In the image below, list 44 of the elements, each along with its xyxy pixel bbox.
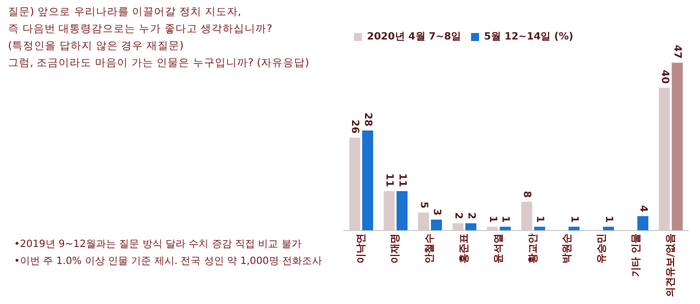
data-label: 2 — [452, 212, 464, 220]
text: 질문) 앞으로 우리나라를 이끌어갈 정치 지도자, 즉 다음번 대통령감으로는 누가 좋다고 생각하십니까? (특정인을 답하지 않은 경우 재질문) 그럼, 조금이라도 마음이 가는 인물은 누구입니까? (자유응답) — [8, 5, 310, 71]
data-label: 11 — [396, 173, 408, 188]
text: •이번 주 1.0% 이상 인물 기준 제시. 전국 성인 약 1,000명 전화조사 — [14, 255, 324, 269]
data-label: 2 — [465, 212, 476, 220]
data-label: 28 — [362, 112, 374, 127]
data-label: 47 — [672, 44, 683, 59]
legend-label: 5월 12~14일 (%) — [484, 32, 574, 43]
x-tick-label: 박원순 — [562, 233, 574, 264]
data-label: 8 — [521, 190, 532, 198]
bar — [430, 220, 442, 230]
data-label: 3 — [430, 208, 442, 216]
data-label: 1 — [568, 216, 580, 223]
x-tick-label: 안철수 — [424, 233, 436, 264]
data-label: 1 — [602, 216, 614, 223]
x-tick-label: 황교안 — [528, 233, 539, 264]
data-label: 40 — [658, 70, 670, 84]
bar — [418, 212, 430, 230]
bar — [658, 88, 670, 230]
legend-label: 2020년 4월 7~8일 — [367, 32, 462, 43]
bar — [349, 138, 360, 230]
x-tick-label: 이재명 — [390, 233, 402, 264]
data-label: 5 — [418, 202, 429, 209]
bar — [396, 191, 408, 230]
data-label: 1 — [534, 216, 546, 223]
bar — [637, 216, 648, 230]
data-label: 4 — [637, 205, 648, 212]
bar — [672, 62, 683, 230]
bar — [521, 202, 532, 230]
x-tick-label: 유승민 — [596, 233, 608, 264]
bar — [384, 191, 395, 230]
bar — [465, 223, 476, 230]
text: •2019년 9~12월과는 질문 방식 달라 수치 증감 직접 비교 불가 — [14, 238, 302, 252]
data-label: 11 — [384, 173, 395, 188]
bar — [362, 130, 374, 230]
x-tick-label: 이낙연 — [356, 233, 367, 264]
x-tick-label: 의견유보/없음 — [665, 233, 676, 298]
data-label: 1 — [486, 216, 498, 223]
x-tick-label: 윤석열 — [493, 233, 504, 264]
bar — [452, 223, 464, 230]
data-label: 1 — [500, 216, 511, 223]
data-label: 26 — [349, 120, 360, 134]
x-tick-label: 기타 인물 — [630, 233, 642, 277]
x-tick-label: 홍준표 — [458, 233, 470, 264]
